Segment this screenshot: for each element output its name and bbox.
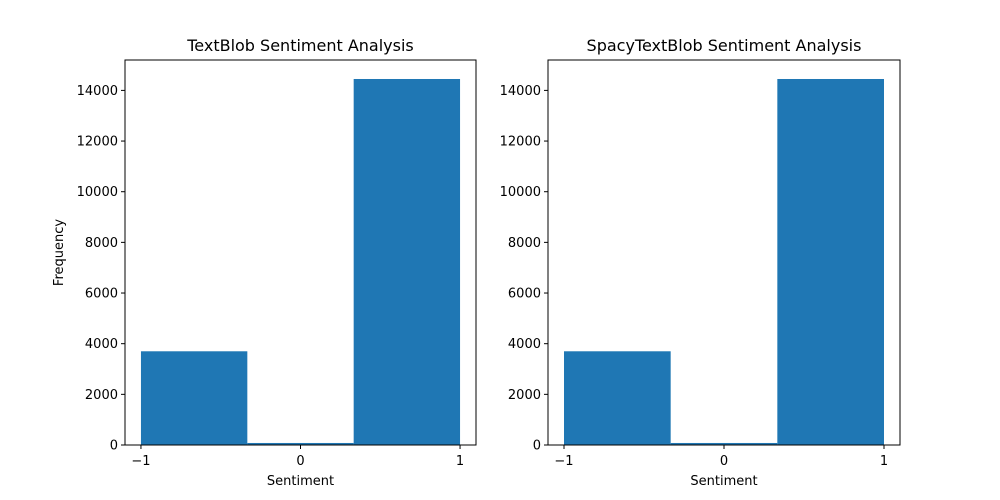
y-tick-label: 6000: [508, 287, 541, 302]
y-tick-label: 6000: [85, 287, 118, 302]
x-tick-label: 0: [296, 454, 304, 469]
y-tick-label: 4000: [85, 337, 118, 352]
y-tick-label: 10000: [77, 185, 118, 200]
y-tick-label: 14000: [500, 84, 541, 99]
chart-panel-1: −1 0 1 0 2000 4000 6000 8000 10000 12000 14000 Text…: [52, 36, 477, 489]
y-tick-label: 12000: [77, 135, 118, 150]
y-tick-label: 0: [110, 439, 118, 454]
y-tick-label: 0: [533, 439, 541, 454]
y-tick-label: 12000: [500, 135, 541, 150]
y-tick-label: 10000: [500, 185, 541, 200]
y-axis-label: Frequency: [52, 219, 67, 286]
bar-1: [564, 351, 671, 445]
chart-title: SpacyTextBlob Sentiment Analysis: [587, 36, 862, 55]
bar-3: [353, 78, 461, 446]
y-tick-label: 8000: [85, 236, 118, 251]
x-axis-label: Sentiment: [267, 474, 334, 489]
x-axis-label: Sentiment: [690, 474, 757, 489]
x-tick-label: 0: [720, 454, 728, 469]
bar-1: [140, 351, 248, 445]
bar-2: [670, 442, 778, 445]
x-tick-label: −1: [554, 454, 573, 469]
y-tick-label: 14000: [77, 84, 118, 99]
x-tick-label: −1: [131, 454, 150, 469]
y-tick-label: 8000: [508, 236, 541, 251]
x-tick-label: 1: [456, 454, 464, 469]
y-tick-label: 2000: [85, 388, 118, 403]
x-tick-label: 1: [880, 454, 888, 469]
bar-3: [777, 78, 884, 446]
y-tick-label: 2000: [508, 388, 541, 403]
y-tick-label: 4000: [508, 337, 541, 352]
bar-2: [247, 442, 354, 445]
chart-panel-2: −1 0 1 0 2000 4000 6000 8000 10000 12000 14000 Spac…: [500, 36, 901, 489]
chart-title: TextBlob Sentiment Analysis: [186, 36, 414, 55]
